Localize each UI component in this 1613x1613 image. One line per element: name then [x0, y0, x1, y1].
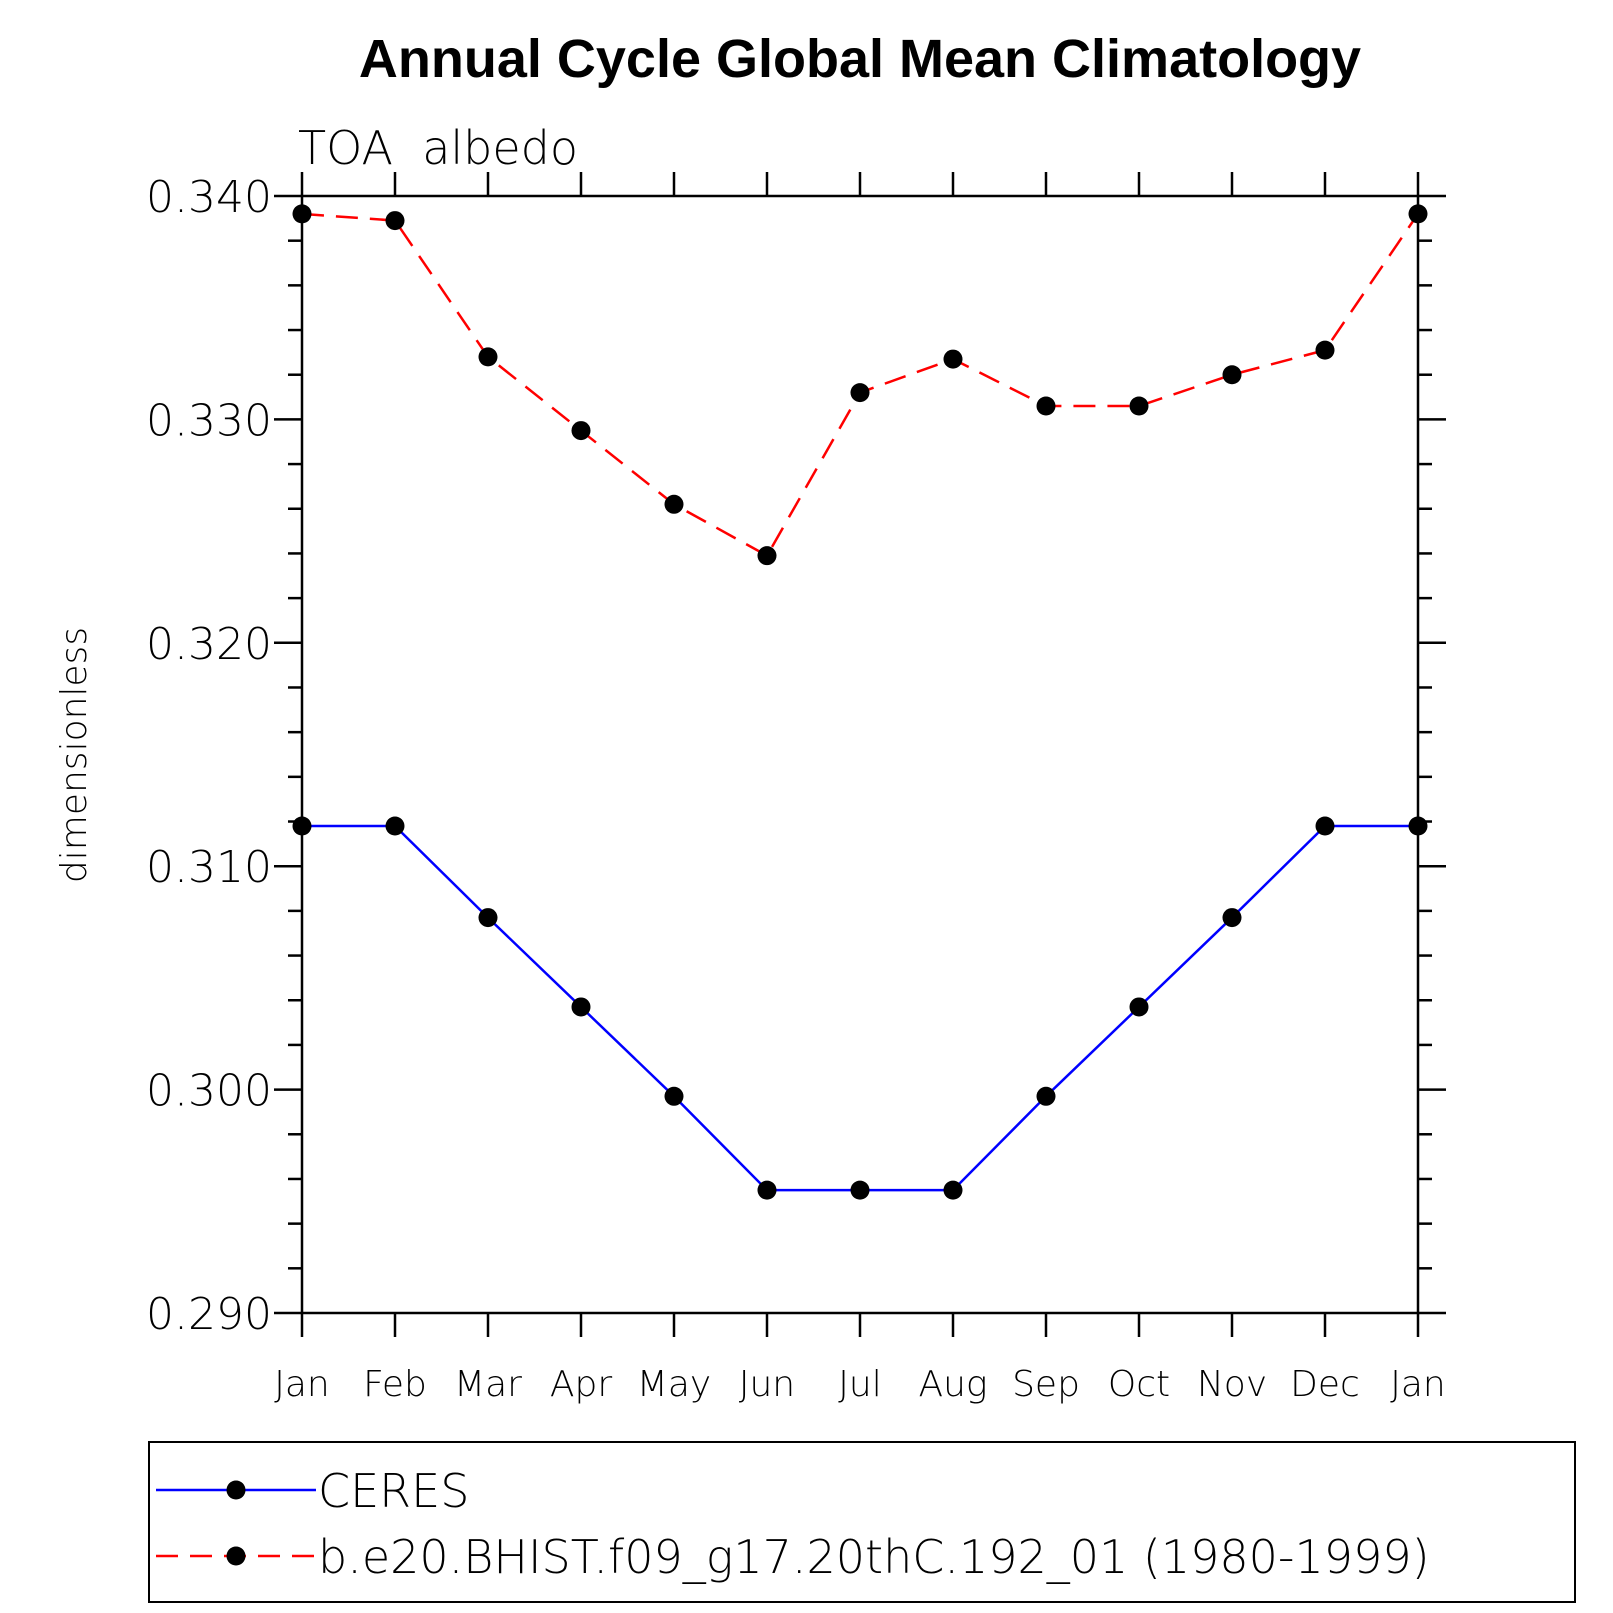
series-2-point: [1315, 340, 1335, 360]
x-tick-label: Jan: [274, 1364, 330, 1405]
ticks-layer: [274, 172, 1446, 1337]
x-tick-label: Jun: [739, 1364, 795, 1405]
y-tick-label: 0.330: [146, 395, 272, 446]
series-line-1: [302, 824, 1418, 1192]
chart-title: Annual Cycle Global Mean Climatology: [359, 29, 1361, 89]
series-2-point: [1036, 396, 1056, 416]
series-2-point: [850, 383, 870, 403]
series-1-point: [757, 1180, 777, 1200]
series-2-point: [1222, 365, 1242, 385]
y-tick-label: 0.300: [146, 1066, 272, 1117]
series-layer: [292, 204, 1428, 1200]
legend: CERES b.e20.BHIST.f09_g17.20thC.192_01 (1…: [148, 1441, 1576, 1603]
y-tick-label: 0.310: [146, 842, 272, 893]
series-2-point: [943, 349, 963, 369]
x-tick-label: Aug: [918, 1364, 987, 1405]
x-tick-label: Jul: [838, 1364, 881, 1405]
series-1-point: [1036, 1086, 1056, 1106]
series-1-point: [664, 1086, 684, 1106]
series-1-point: [1222, 908, 1242, 928]
chart-subtitle: TOA albedo: [298, 121, 578, 175]
x-tick-label: Nov: [1197, 1364, 1267, 1405]
y-tick-labels: 0.290 0.300 0.310 0.320 0.330 0.340: [146, 172, 272, 1340]
y-tick-label: 0.290: [146, 1289, 272, 1340]
series-1-point: [943, 1180, 963, 1200]
legend-label-2: b.e20.BHIST.f09_g17.20thC.192_01 (1980-1…: [318, 1530, 1430, 1584]
series-1-point: [478, 908, 498, 928]
x-tick-label: Jan: [1390, 1364, 1446, 1405]
series-1-point: [850, 1180, 870, 1200]
y-tick-label: 0.320: [146, 619, 272, 670]
series-2-point: [571, 421, 591, 441]
series-1-point: [571, 997, 591, 1017]
series-2-point: [1129, 396, 1149, 416]
x-tick-label: Sep: [1012, 1364, 1080, 1405]
x-tick-label: Oct: [1108, 1364, 1170, 1405]
plot-frame: [300, 194, 1420, 1315]
series-1-point: [1315, 816, 1335, 836]
series-1-point: [1129, 997, 1149, 1017]
x-tick-label: Apr: [550, 1364, 612, 1405]
series-2-point: [478, 347, 498, 367]
x-tick-labels: Jan Feb Mar Apr May Jun Jul Aug Sep Oct Nov Dec Jan: [274, 1364, 1446, 1405]
x-tick-label: May: [637, 1364, 711, 1405]
series-2-point: [757, 546, 777, 566]
series-2-point: [385, 211, 405, 231]
y-tick-label: 0.340: [146, 172, 272, 223]
legend-label-1: CERES: [318, 1464, 469, 1518]
legend-marker-2: [226, 1546, 246, 1566]
series-1-point: [385, 816, 405, 836]
x-tick-label: Mar: [454, 1364, 522, 1405]
legend-box: [148, 1441, 1576, 1603]
legend-marker-1: [226, 1480, 246, 1500]
x-tick-label: Feb: [363, 1364, 427, 1405]
y-axis-label: dimensionless: [54, 627, 95, 883]
series-2-point: [664, 494, 684, 514]
x-tick-label: Dec: [1290, 1364, 1360, 1405]
